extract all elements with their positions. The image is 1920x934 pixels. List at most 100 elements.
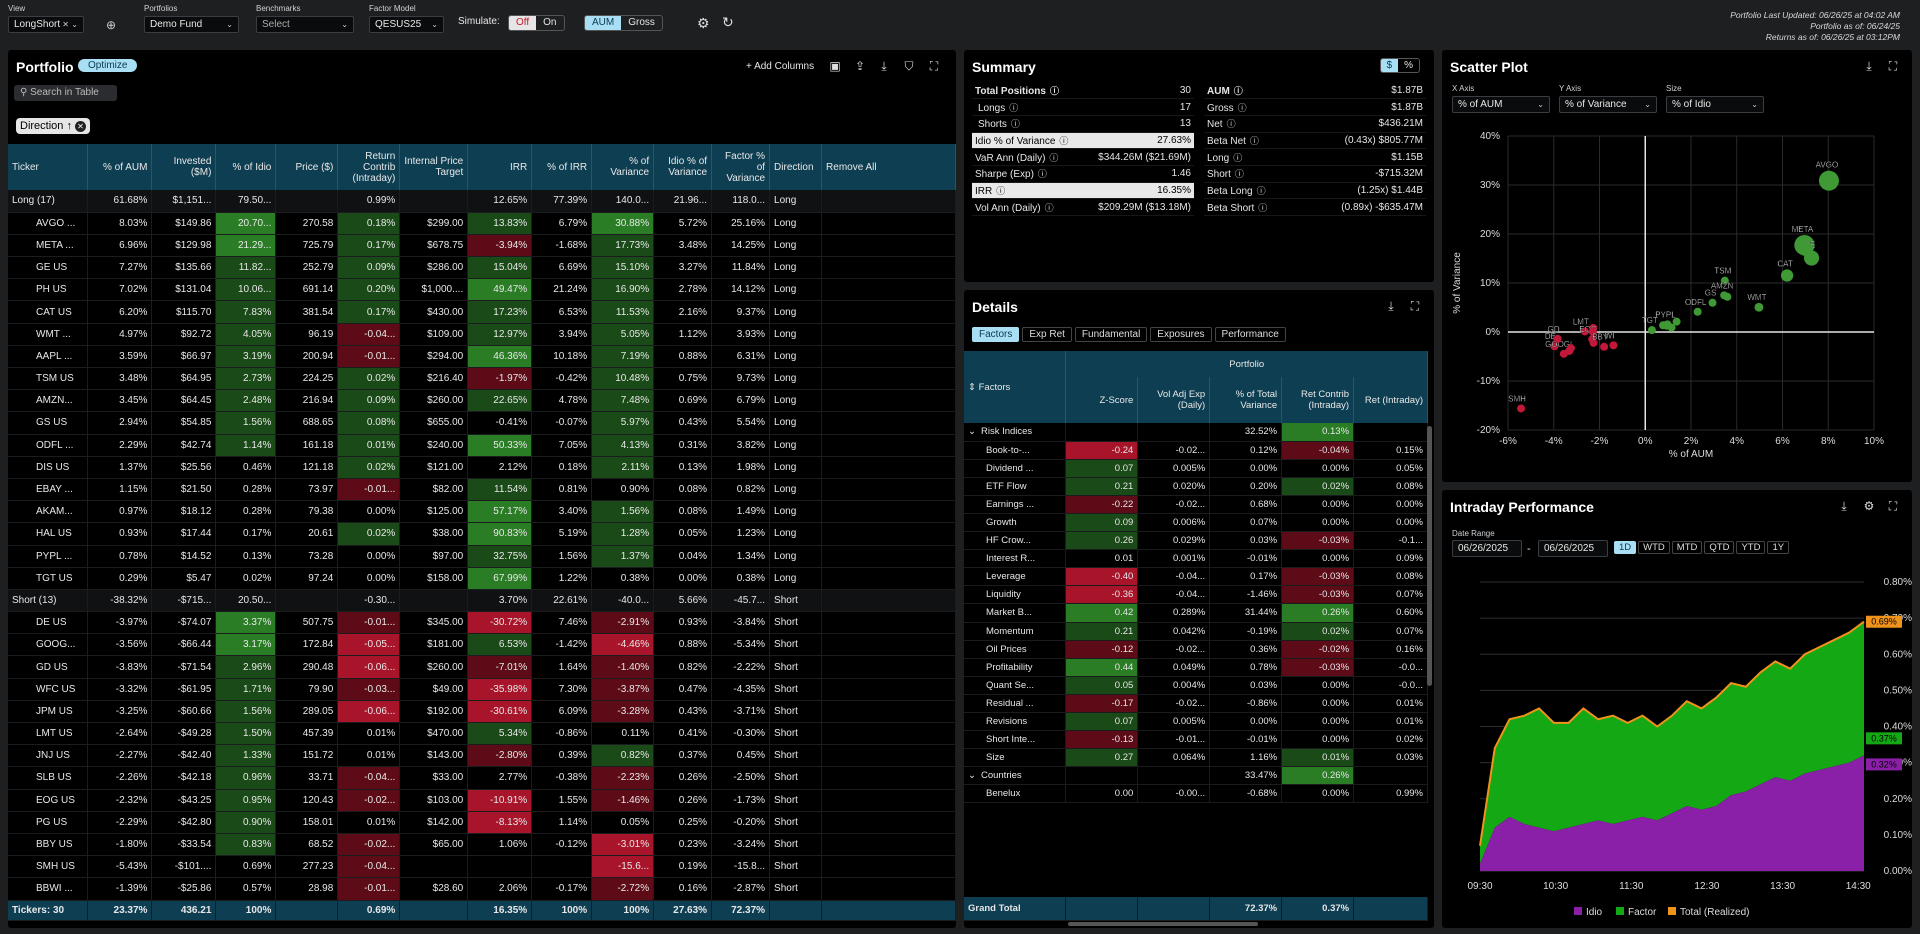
expand-icon[interactable]: ⛶ xyxy=(929,59,939,73)
simulate-toggle[interactable]: Off On xyxy=(508,15,565,31)
table-row[interactable]: Growth 0.09 0.006% 0.07% 0.00% 0.00% xyxy=(964,513,1428,533)
table-row[interactable]: SLB US -2.26% -$42.18 0.96% 33.71 -0.04... $33… xyxy=(8,766,956,790)
portfolio-col-header[interactable]: IRR xyxy=(467,144,533,190)
scatter-point[interactable] xyxy=(1550,342,1559,351)
scatter-point[interactable] xyxy=(1693,307,1702,316)
table-row[interactable]: Interest R... 0.01 0.001% -0.01% 0.00% 0.09% xyxy=(964,549,1428,569)
refresh-icon[interactable]: ↻ xyxy=(722,14,734,30)
table-row[interactable]: Residual ... -0.17 -0.02... -0.86% 0.00% 0.01… xyxy=(964,694,1428,714)
scatter-point[interactable] xyxy=(1588,335,1597,344)
table-row[interactable]: EOG US -2.32% -$43.25 0.95% 120.43 -0.02... $1… xyxy=(8,789,956,812)
view-select[interactable]: LongShort ✕ ⌄ xyxy=(8,16,84,33)
scatter-point[interactable] xyxy=(1609,341,1618,350)
details-col-header[interactable]: Z-Score xyxy=(1065,377,1139,423)
table-row[interactable]: Short Inte... -0.13 -0.01... -0.01% 0.00% 0.0… xyxy=(964,730,1428,750)
table-row[interactable]: AKAM... 0.97% $18.12 0.28% 79.38 0.00% $125.00… xyxy=(8,500,956,524)
range-tab[interactable]: YTD xyxy=(1736,541,1766,554)
portfolio-col-header[interactable]: Internal Price Target xyxy=(399,144,469,190)
y-axis-select[interactable]: % of Variance ⌄ xyxy=(1559,96,1657,113)
info-icon[interactable]: ⓘ xyxy=(1044,202,1054,213)
date-to-input[interactable]: 06/26/2025 xyxy=(1538,540,1608,557)
gross-option[interactable]: Gross xyxy=(628,17,655,28)
portfolio-col-header[interactable]: Factor % of Variance xyxy=(711,144,771,190)
details-vertical-scrollbar[interactable] xyxy=(1427,426,1432,686)
table-row[interactable]: PH US 7.02% $131.04 10.06... 691.14 0.20% $1,0… xyxy=(8,278,956,302)
table-row[interactable]: Liquidity -0.36 -0.04... -1.46% -0.03% 0.07% xyxy=(964,585,1428,605)
range-tab[interactable]: QTD xyxy=(1704,541,1735,554)
benchmarks-select[interactable]: Select ⌄ xyxy=(256,16,354,33)
details-tab[interactable]: Exposures xyxy=(1150,327,1212,342)
scatter-point[interactable] xyxy=(1672,317,1681,326)
direction-filter-chip[interactable]: Direction ↑ ✕ xyxy=(16,118,91,134)
table-row[interactable]: WFC US -3.32% -$61.95 1.71% 79.90 -0.03... $49… xyxy=(8,678,956,701)
chip-remove-icon[interactable]: ✕ xyxy=(75,121,87,132)
info-icon[interactable]: ⓘ xyxy=(1249,135,1259,146)
gear-icon[interactable]: ⚙ xyxy=(1863,499,1875,513)
table-row[interactable]: AAPL ... 3.59% $66.97 3.19% 200.94 -0.01... $2… xyxy=(8,345,956,369)
scatter-point[interactable] xyxy=(1708,298,1717,307)
group-row[interactable]: Long (17) 61.68% $1,151... 79.50... 0.99% 12.… xyxy=(8,190,956,213)
search-input[interactable]: ⚲ Search in Table xyxy=(14,85,117,101)
expand-all-icon[interactable]: ⇕ xyxy=(968,381,976,393)
legend-label[interactable]: Factor xyxy=(1628,907,1657,918)
scatter-point[interactable] xyxy=(1517,404,1526,413)
info-icon[interactable]: ⓘ xyxy=(1049,85,1059,96)
info-icon[interactable]: ⓘ xyxy=(1010,119,1020,130)
optimize-button[interactable]: Optimize xyxy=(78,59,138,72)
details-col-header[interactable]: Ret (Intraday) xyxy=(1353,377,1428,423)
scatter-point[interactable] xyxy=(1600,342,1609,351)
dollar-option[interactable]: $ xyxy=(1380,59,1399,72)
table-row[interactable]: ETF Flow 0.21 0.020% 0.20% 0.02% 0.08% xyxy=(964,477,1428,496)
table-row[interactable]: DIS US 1.37% $25.56 0.46% 121.18 0.02% $121.00… xyxy=(8,456,956,479)
table-row[interactable]: EBAY ... 1.15% $21.50 0.28% 73.97 -0.01... $82… xyxy=(8,478,956,502)
expand-icon[interactable]: ⛶ xyxy=(1888,499,1898,513)
expand-icon[interactable]: ⛶ xyxy=(1888,59,1898,73)
scatter-point[interactable] xyxy=(1798,242,1813,257)
table-row[interactable]: JPM US -3.25% -$60.66 1.56% 289.05 -0.06... $1… xyxy=(8,700,956,724)
download-icon[interactable]: ⤓ xyxy=(1866,59,1872,73)
range-tab[interactable]: MTD xyxy=(1671,541,1703,554)
table-row[interactable]: HAL US 0.93% $17.44 0.17% 20.61 0.02% $38.00 90… xyxy=(8,522,956,546)
portfolios-select[interactable]: Demo Fund ⌄ xyxy=(144,16,239,33)
scatter-point[interactable] xyxy=(1566,344,1575,353)
table-row[interactable]: Leverage -0.40 -0.04... 0.17% -0.03% 0.08% xyxy=(964,567,1428,587)
upload-icon[interactable]: ⇪ xyxy=(854,59,866,73)
info-icon[interactable]: ⓘ xyxy=(1233,152,1243,163)
simulate-off[interactable]: Off xyxy=(509,16,537,30)
details-col-header[interactable]: Vol Adj Exp (Daily) xyxy=(1137,377,1211,423)
table-row[interactable]: Market B... 0.42 0.289% 31.44% 0.26% 0.60% xyxy=(964,603,1428,623)
table-row[interactable]: Size 0.27 0.064% 1.16% 0.01% 0.03% xyxy=(964,748,1428,768)
table-row[interactable]: Momentum 0.21 0.042% -0.19% 0.02% 0.07% xyxy=(964,622,1428,641)
details-col-header[interactable]: Ret Contrib (Intraday) xyxy=(1281,377,1355,423)
scatter-point[interactable] xyxy=(1720,276,1729,285)
table-row[interactable]: AMZN... 3.45% $64.45 2.48% 216.94 0.09% $260.0… xyxy=(8,389,956,413)
table-row[interactable]: Revisions 0.07 0.005% 0.00% 0.00% 0.01% xyxy=(964,712,1428,732)
portfolio-col-header[interactable]: Remove All xyxy=(821,144,956,190)
legend-label[interactable]: Idio xyxy=(1586,907,1603,918)
download-icon[interactable]: ⤓ xyxy=(881,59,887,73)
table-row[interactable]: GE US 7.27% $135.66 11.82... 252.79 0.09% $286… xyxy=(8,256,956,280)
table-row[interactable]: Book-to-... -0.24 -0.02... 0.12% -0.04% 0.15% xyxy=(964,441,1428,460)
chevron-down-icon[interactable]: ⌄ xyxy=(968,770,976,782)
expand-icon[interactable]: ⛶ xyxy=(1410,299,1420,313)
date-from-input[interactable]: 06/26/2025 xyxy=(1452,540,1522,557)
currency-toggle[interactable]: $ % xyxy=(1379,58,1420,73)
scatter-point[interactable] xyxy=(1553,334,1562,343)
table-row[interactable]: Quant Se... 0.05 0.004% 0.03% 0.00% -0.0... xyxy=(964,676,1428,695)
table-row[interactable]: BBWI ... -1.39% -$25.86 0.57% 28.98 -0.01... $… xyxy=(8,877,956,901)
gear-icon[interactable]: ⚙ xyxy=(697,15,710,31)
table-row[interactable]: Profitability 0.44 0.049% 0.78% -0.03% -0.0..… xyxy=(964,658,1428,677)
scatter-point[interactable] xyxy=(1580,327,1589,336)
info-icon[interactable]: ⓘ xyxy=(1049,152,1059,163)
table-row[interactable]: HF Crow... 0.26 0.029% 0.03% -0.03% -0.1... xyxy=(964,531,1428,551)
info-icon[interactable]: ⓘ xyxy=(1258,202,1268,213)
portfolio-col-header[interactable]: Invested ($M) xyxy=(151,144,217,190)
range-tab[interactable]: 1Y xyxy=(1767,541,1790,554)
x-axis-select[interactable]: % of AUM ⌄ xyxy=(1452,96,1550,113)
info-icon[interactable]: ⓘ xyxy=(1237,102,1247,113)
table-row[interactable]: Dividend ... 0.07 0.005% 0.00% 0.00% 0.05% xyxy=(964,459,1428,478)
info-icon[interactable]: ⓘ xyxy=(1256,185,1266,196)
info-icon[interactable]: ⓘ xyxy=(1234,169,1244,180)
table-row[interactable]: GD US -3.83% -$71.54 2.96% 290.48 -0.06... $26… xyxy=(8,655,956,679)
table-row[interactable]: PG US -2.29% -$42.80 0.90% 158.01 0.01% $142.0… xyxy=(8,811,956,834)
